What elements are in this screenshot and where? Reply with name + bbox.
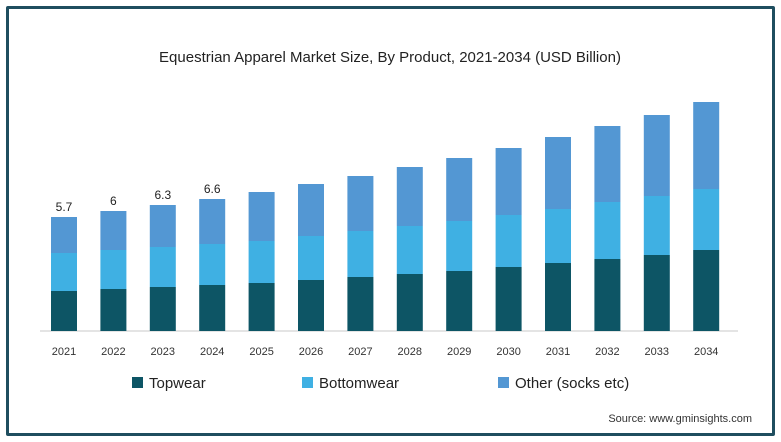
bar-segment-2030-bottomwear: [495, 215, 522, 267]
bar-segment-2025-bottomwear: [248, 241, 275, 283]
x-tick-label: 2027: [348, 346, 372, 358]
bar-segment-2034-topwear: [693, 250, 720, 331]
bar-segment-2024-other-socks-etc: [199, 199, 226, 244]
bar-segment-2026-other-socks-etc: [298, 184, 324, 236]
x-tick-label: 2033: [645, 346, 669, 358]
bar-segment-2023-topwear: [149, 287, 176, 331]
x-tick-label: 2021: [52, 346, 76, 358]
bar-segment-2031-bottomwear: [545, 209, 571, 263]
legend: Topwear Bottomwear Other (socks etc): [132, 375, 629, 392]
bar-segment-2028-other-socks-etc: [396, 167, 423, 226]
x-tick-label: 2022: [101, 346, 125, 358]
bar-segment-2034-bottomwear: [693, 189, 720, 250]
bar-segment-2033-other-socks-etc: [643, 115, 670, 196]
chart-title: Equestrian Apparel Market Size, By Produ…: [159, 49, 621, 66]
x-tick-label: 2034: [694, 346, 718, 358]
bars-group: [51, 102, 720, 331]
bar-segment-2022-bottomwear: [100, 250, 127, 289]
bar-segment-2029-other-socks-etc: [446, 158, 473, 221]
data-label: 5.7: [56, 200, 73, 214]
data-label: 6: [110, 194, 117, 208]
bar-segment-2027-bottomwear: [347, 231, 374, 277]
bar-segment-2029-bottomwear: [446, 221, 473, 271]
data-label: 6.3: [154, 188, 171, 202]
x-tick-label: 2025: [249, 346, 273, 358]
legend-swatch: [132, 377, 143, 388]
bar-segment-2024-topwear: [199, 285, 226, 331]
x-tick-label: 2029: [447, 346, 471, 358]
bar-segment-2025-other-socks-etc: [248, 192, 275, 241]
bar-segment-2027-topwear: [347, 277, 374, 331]
bar-segment-2031-topwear: [545, 263, 571, 331]
bar-segment-2032-other-socks-etc: [594, 126, 621, 202]
legend-label: Other (socks etc): [515, 375, 629, 392]
bar-segment-2028-topwear: [396, 274, 423, 331]
x-tick-label: 2023: [151, 346, 175, 358]
x-tick-label: 2030: [496, 346, 520, 358]
bar-segment-2023-bottomwear: [149, 247, 176, 287]
x-tick-label: 2026: [299, 346, 323, 358]
data-labels-group: 5.7 6 6.3 6.6: [56, 182, 221, 214]
bar-segment-2024-bottomwear: [199, 244, 226, 285]
legend-label: Bottomwear: [319, 375, 399, 392]
x-tick-label: 2024: [200, 346, 224, 358]
bar-segment-2027-other-socks-etc: [347, 176, 374, 231]
bar-segment-2021-bottomwear: [51, 253, 77, 291]
bar-segment-2023-other-socks-etc: [149, 205, 176, 247]
bar-segment-2026-bottomwear: [298, 236, 324, 280]
bar-segment-2021-topwear: [51, 291, 77, 331]
bar-segment-2028-bottomwear: [396, 226, 423, 274]
bar-segment-2034-other-socks-etc: [693, 102, 720, 189]
x-tick-label: 2031: [546, 346, 570, 358]
bar-segment-2033-topwear: [643, 255, 670, 331]
legend-swatch: [302, 377, 313, 388]
bar-segment-2025-topwear: [248, 283, 275, 331]
source-note: Source: www.gminsights.com: [608, 413, 752, 425]
x-ticks-group: 2021 2022 2023 2024 2025 2026 2027 2028 2029 2030…: [52, 346, 719, 358]
bar-segment-2026-topwear: [298, 280, 324, 331]
x-tick-label: 2028: [398, 346, 422, 358]
bar-segment-2032-bottomwear: [594, 202, 621, 259]
data-label: 6.6: [204, 182, 221, 196]
bar-segment-2029-topwear: [446, 271, 473, 331]
bar-segment-2032-topwear: [594, 259, 621, 331]
bar-segment-2022-other-socks-etc: [100, 211, 127, 250]
bar-segment-2021-other-socks-etc: [51, 217, 77, 253]
bar-segment-2030-other-socks-etc: [495, 148, 522, 215]
x-tick-label: 2032: [595, 346, 619, 358]
bar-segment-2031-other-socks-etc: [545, 137, 571, 209]
legend-swatch: [498, 377, 509, 388]
legend-label: Topwear: [149, 375, 206, 392]
bar-segment-2033-bottomwear: [643, 196, 670, 255]
bar-segment-2030-topwear: [495, 267, 522, 331]
bar-segment-2022-topwear: [100, 289, 127, 331]
